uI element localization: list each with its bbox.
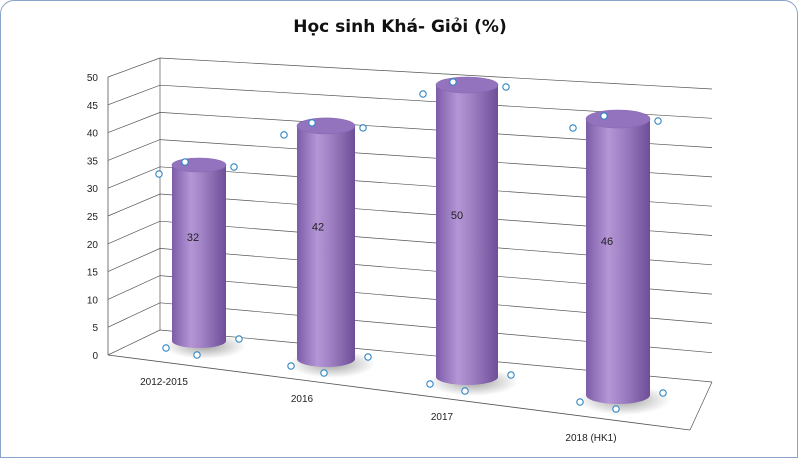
x-tick-label: 2017	[431, 412, 454, 423]
bar-top	[296, 117, 356, 135]
bar-3: 50	[419, 76, 518, 396]
selection-handle[interactable]	[181, 158, 189, 166]
selection-handle[interactable]	[419, 90, 427, 98]
selection-handle[interactable]	[359, 124, 367, 132]
bar-body	[436, 85, 498, 385]
selection-handle[interactable]	[569, 124, 577, 132]
bar-body	[297, 125, 355, 368]
bar-top	[171, 157, 227, 173]
y-tick-label: 5	[92, 323, 98, 334]
y-tick-label: 40	[87, 129, 99, 140]
x-tick-label: 2016	[291, 394, 314, 405]
y-tick-label: 25	[87, 212, 99, 223]
floor-edge	[689, 381, 713, 431]
chart-title: Học sinh Khá- Giỏi (%)	[293, 17, 507, 37]
selection-handle[interactable]	[155, 170, 163, 178]
selection-handle[interactable]	[320, 369, 328, 377]
y-tick-label: 30	[87, 184, 99, 195]
selection-handle[interactable]	[280, 131, 288, 139]
selection-handle[interactable]	[461, 387, 469, 395]
bar-top	[585, 109, 651, 129]
selection-handle[interactable]	[576, 398, 584, 406]
bar-body	[586, 119, 650, 404]
selection-handle[interactable]	[600, 112, 608, 120]
y-tick-label: 0	[92, 351, 98, 362]
selection-handle[interactable]	[230, 163, 238, 171]
y-tick-label: 10	[87, 295, 99, 306]
gridline	[107, 57, 713, 90]
x-axis-line	[107, 354, 691, 431]
bar-4: 46	[569, 109, 670, 415]
bar-body	[172, 165, 226, 348]
x-tick-label: 2018 (HK1)	[565, 433, 616, 444]
data-label: 42	[312, 221, 324, 233]
bar-1: 32	[155, 157, 246, 359]
selection-handle[interactable]	[659, 389, 667, 397]
bar-top	[435, 76, 499, 94]
selection-handle[interactable]	[654, 117, 662, 125]
selection-handle[interactable]	[235, 335, 243, 343]
selection-handle[interactable]	[426, 380, 434, 388]
selection-handle[interactable]	[449, 78, 457, 86]
selection-handle[interactable]	[287, 362, 295, 370]
selection-handle[interactable]	[193, 351, 201, 359]
y-tick-label: 15	[87, 268, 99, 279]
selection-handle[interactable]	[162, 344, 170, 352]
y-tick-label: 20	[87, 240, 99, 251]
data-label: 46	[601, 236, 613, 248]
data-label: 32	[187, 232, 199, 244]
selection-handle[interactable]	[612, 405, 620, 413]
y-tick-label: 50	[87, 73, 99, 84]
selection-handle[interactable]	[308, 119, 316, 127]
selection-handle[interactable]	[502, 83, 510, 91]
axis-layer: 0 5 10 15 20 25 30 35 40 45 50 2012-2015 2016 2017 201…	[87, 58, 713, 444]
selection-handle[interactable]	[364, 353, 372, 361]
y-tick-label: 35	[87, 156, 99, 167]
data-label: 50	[451, 210, 463, 222]
bar-2: 42	[280, 117, 375, 378]
bar-layer: 32 42 50 46	[155, 76, 670, 415]
selection-handle[interactable]	[507, 371, 515, 379]
y-tick-label: 45	[87, 101, 99, 112]
x-tick-label: 2012-2015	[140, 377, 188, 388]
